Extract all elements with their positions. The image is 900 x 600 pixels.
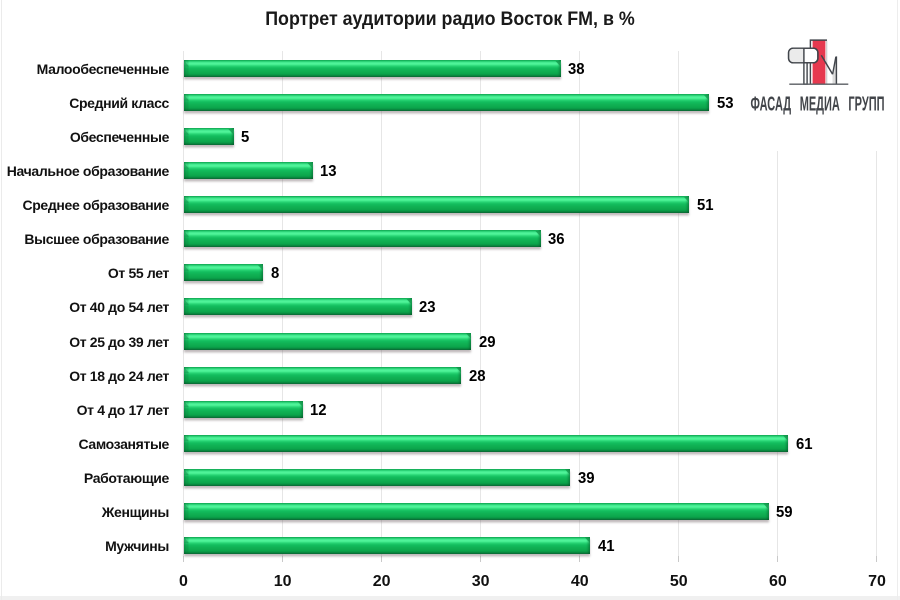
svg-text:ФАСАД МЕДИА ГРУПП: ФАСАД МЕДИА ГРУПП [751, 93, 885, 115]
